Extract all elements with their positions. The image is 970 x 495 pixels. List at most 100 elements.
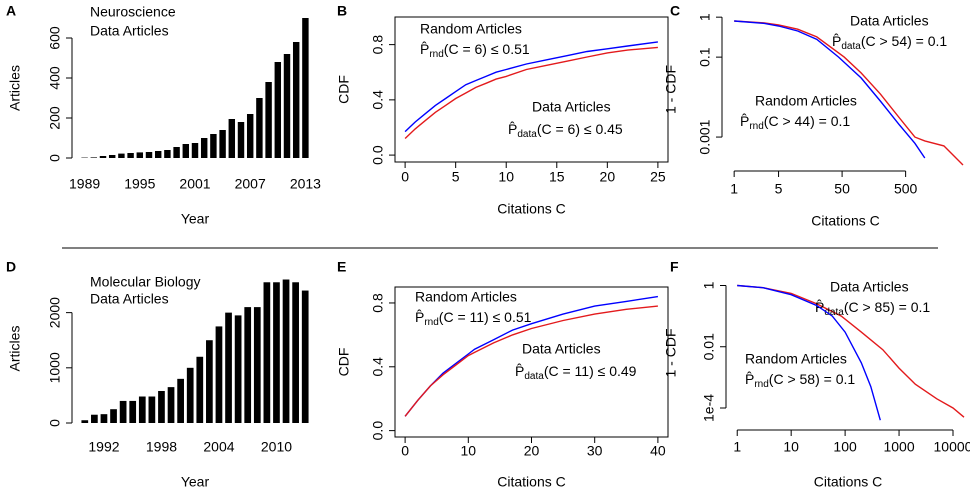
y-tick-label: 200 — [47, 106, 63, 130]
x-tick-label: 10 — [783, 439, 799, 455]
formula-symbol: P̂ — [740, 112, 749, 128]
y-tick-label: 0.4 — [370, 357, 386, 377]
x-axis-title: Year — [181, 474, 210, 490]
x-tick-label: 2004 — [203, 439, 234, 455]
bar — [110, 409, 117, 423]
bar — [119, 400, 127, 423]
y-tick-label: 0.8 — [370, 293, 386, 313]
series-line — [734, 20, 926, 159]
bar — [148, 396, 156, 423]
x-tick-label: 1998 — [146, 439, 177, 455]
y-axis-title: Articles — [7, 65, 23, 111]
y-tick-label: 1000 — [47, 352, 63, 383]
series-line — [404, 41, 658, 133]
annotation: Data Articles — [90, 291, 169, 307]
formula-symbol: P̂ — [745, 370, 754, 386]
bar — [273, 282, 280, 423]
formula-sub: data — [517, 129, 537, 140]
panel-title: Neuroscience — [90, 4, 176, 20]
series-line — [737, 284, 965, 418]
plot-frame — [394, 16, 669, 163]
y-axis-title: CDF — [336, 75, 352, 104]
formula-symbol: P̂ — [832, 32, 841, 48]
x-tick-label: 2013 — [290, 176, 321, 192]
bar — [302, 18, 309, 158]
y-tick-label: 600 — [47, 26, 63, 50]
bar — [263, 282, 271, 423]
x-tick-label: 0 — [401, 169, 409, 185]
x-tick-label: 2001 — [179, 176, 210, 192]
y-tick-label: 0.4 — [370, 90, 386, 110]
panel-letter: F — [670, 259, 679, 275]
series-name: Data Articles — [830, 279, 909, 295]
x-tick-label: 500 — [894, 181, 918, 197]
y-tick-label: 1 — [697, 13, 713, 21]
y-tick-label: 2000 — [47, 297, 63, 328]
x-tick-label: 2007 — [235, 176, 266, 192]
series-name: Data Articles — [522, 341, 601, 357]
formula-rest: (C > 44) = 0.1 — [764, 113, 851, 129]
y-tick-label: 0 — [47, 419, 63, 427]
x-tick-label: 1 — [730, 181, 738, 197]
formula-rest: (C = 6) ≤ 0.51 — [444, 41, 530, 57]
series-name: Random Articles — [415, 289, 517, 305]
bar — [292, 282, 299, 423]
x-tick-label: 1992 — [88, 439, 119, 455]
bar — [219, 130, 226, 158]
bar — [118, 153, 125, 158]
formula: P̂rnd(C > 58) = 0.1 — [745, 370, 855, 389]
panel-letter: D — [6, 259, 16, 275]
bar — [215, 326, 223, 423]
series-name: Data Articles — [532, 99, 611, 115]
bar — [237, 122, 245, 158]
panel-letter: A — [6, 3, 16, 19]
bar — [99, 156, 107, 158]
bar — [91, 414, 98, 423]
x-axis-title: Citations C — [497, 474, 565, 490]
series-line — [737, 284, 881, 421]
bar — [225, 312, 232, 423]
formula-rest: (C = 11) ≤ 0.49 — [544, 363, 637, 379]
formula: P̂rnd(C = 6) ≤ 0.51 — [420, 40, 530, 59]
bar — [138, 396, 146, 423]
x-tick-label: 10000 — [934, 439, 970, 455]
formula: P̂data(C = 6) ≤ 0.45 — [508, 120, 623, 139]
y-tick-label: 400 — [47, 66, 63, 90]
y-tick-label: 1e-4 — [701, 394, 717, 422]
bar — [274, 62, 282, 158]
panel-title: Molecular Biology — [90, 274, 201, 290]
x-tick-label: 50 — [834, 181, 850, 197]
bar — [182, 144, 190, 158]
y-tick-label: 0.01 — [701, 333, 717, 360]
y-axis-title: 1 - CDF — [663, 329, 679, 378]
formula-rest: (C > 85) = 0.1 — [844, 299, 931, 315]
formula: P̂data(C = 11) ≤ 0.49 — [515, 362, 637, 381]
x-tick-label: 100 — [833, 439, 857, 455]
formula-rest: (C > 54) = 0.1 — [861, 33, 948, 49]
formula: P̂rnd(C = 11) ≤ 0.51 — [415, 308, 532, 327]
x-tick-label: 1989 — [69, 176, 100, 192]
x-tick-label: 5 — [775, 181, 783, 197]
formula-sub: data — [524, 371, 544, 382]
series-name: Random Articles — [420, 21, 522, 37]
bar — [186, 367, 194, 423]
x-axis-title: Citations C — [814, 474, 882, 490]
bar — [282, 279, 290, 423]
x-tick-label: 10 — [498, 169, 514, 185]
bar — [253, 307, 261, 423]
series-line — [404, 46, 658, 140]
bar — [154, 151, 162, 158]
bar — [200, 138, 208, 158]
x-tick-label: 10 — [461, 443, 477, 459]
bar — [228, 119, 236, 158]
formula: P̂data(C > 85) = 0.1 — [815, 298, 930, 317]
bar — [108, 155, 116, 158]
bar — [136, 152, 144, 158]
y-tick-label: 0.8 — [370, 35, 386, 55]
bar — [256, 98, 263, 158]
bar — [244, 307, 252, 423]
y-tick-label: 0 — [47, 154, 63, 162]
y-tick-label: 0.1 — [697, 47, 713, 67]
bar — [191, 143, 199, 158]
bar — [246, 114, 254, 158]
